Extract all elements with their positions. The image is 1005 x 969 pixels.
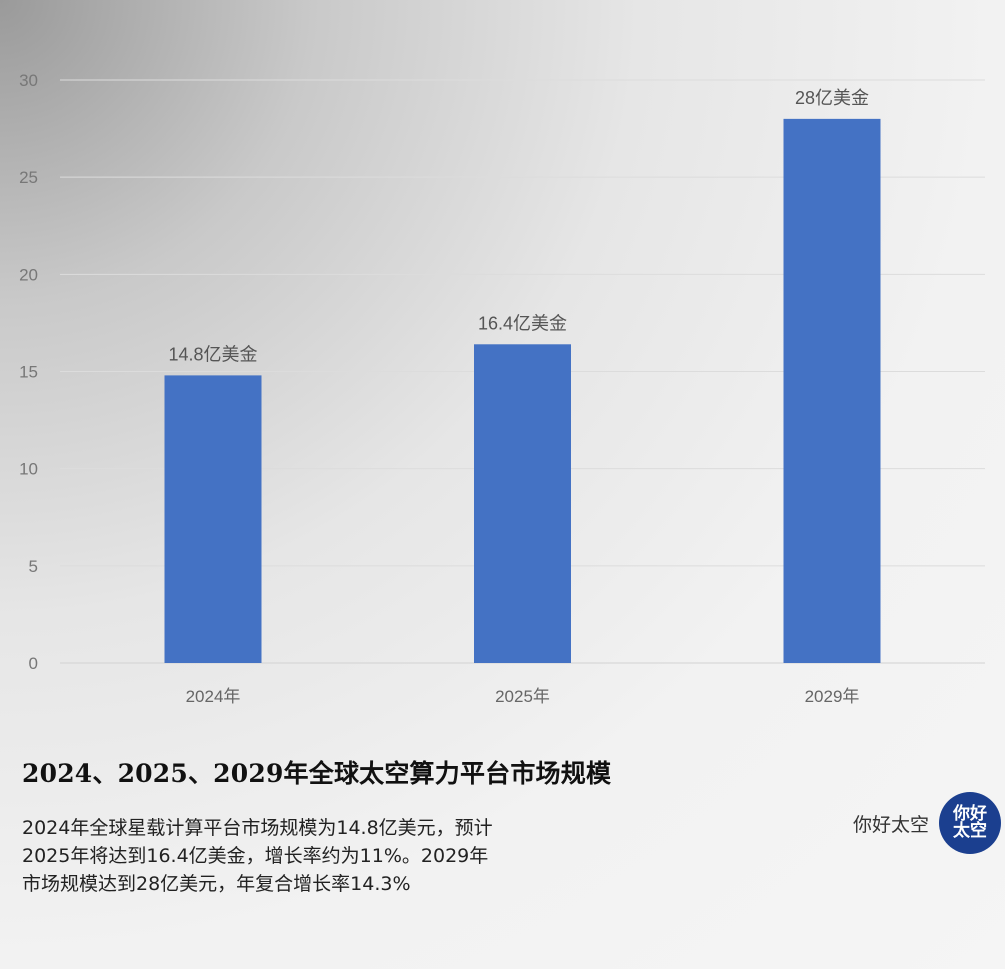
data-label: 16.4亿美金 [478,313,567,333]
bar [783,118,881,663]
brand-name: 你好太空 [852,813,929,836]
x-tick-label: 2024年 [186,687,241,706]
bars [164,118,881,663]
brand-logo-text: 你好太空 [953,804,987,841]
brand-logo-icon: 你好太空 [939,792,1001,854]
chart-description: 2024年全球星载计算平台市场规模为14.8亿美元，预计2025年将达到16.4… [22,817,493,895]
y-tick-label: 25 [19,168,38,187]
chart-title: 2024、2025、2029年全球太空算力平台市场规模 [22,759,612,788]
y-tick-label: 0 [29,654,38,673]
x-axis-ticks: 2024年 2025年 2029年 [186,687,860,706]
data-label: 14.8亿美金 [168,344,257,364]
y-tick-label: 20 [19,265,38,284]
x-tick-label: 2029年 [805,687,860,706]
y-tick-label: 10 [19,460,38,479]
y-tick-label: 15 [19,363,38,382]
bar [164,375,262,663]
x-tick-label: 2025年 [495,687,550,706]
y-tick-label: 30 [19,71,38,90]
data-labels: 14.8亿美金 16.4亿美金 28亿美金 [168,88,869,365]
y-tick-label: 5 [29,557,38,576]
y-axis-ticks: 0 5 10 15 20 25 30 [19,71,38,673]
bar [474,344,571,663]
brand: 你好太空 你好太空 [853,792,1001,854]
data-label: 28亿美金 [795,88,869,108]
